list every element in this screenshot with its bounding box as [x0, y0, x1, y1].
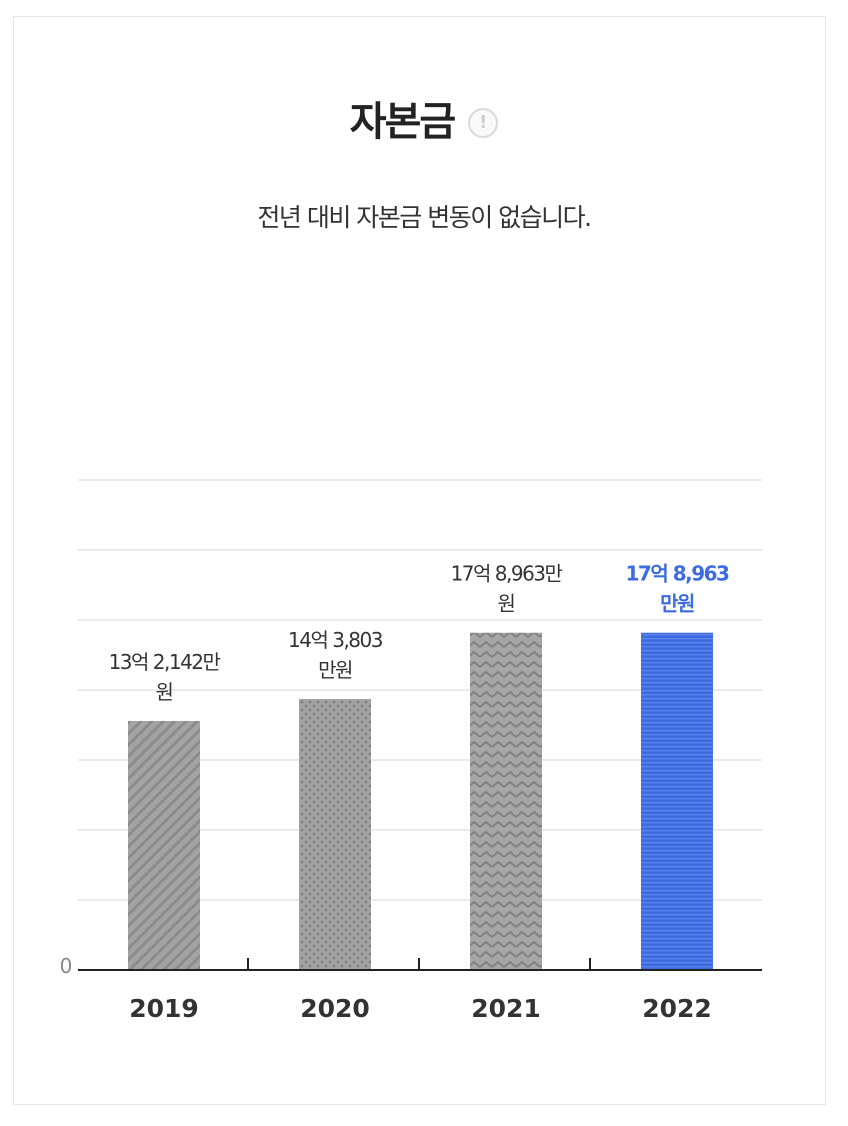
bar-2022[interactable] [641, 632, 713, 970]
x-axis: 0 2019 2020 2021 2022 [60, 954, 762, 1023]
value-label-2019-line1: 13억 2,142만 [109, 650, 221, 674]
bar-2021[interactable] [470, 632, 542, 970]
value-label-2020-line2: 만원 [318, 658, 352, 682]
value-label-2020-line1: 14억 3,803 [288, 628, 383, 652]
value-label-2021-line1: 17억 8,963만 [451, 562, 563, 586]
x-tick-label-2022: 2022 [642, 994, 712, 1023]
value-label-2022-line2: 만원 [660, 592, 694, 616]
value-label-2019-line2: 원 [156, 680, 173, 704]
x-tick-label-2021: 2021 [471, 994, 541, 1023]
subtitle: 전년 대비 자본금 변동이 없습니다. [257, 203, 592, 232]
bar-2020[interactable] [299, 698, 371, 970]
bar-2019[interactable] [128, 720, 200, 970]
y-zero-label: 0 [60, 954, 73, 978]
value-label-2022-line1: 17억 8,963 [626, 562, 730, 586]
title-row: 자본금 ! [0, 88, 848, 148]
bars [128, 632, 713, 970]
x-tick-label-2019: 2019 [129, 994, 199, 1023]
page-title: 자본금 [349, 99, 456, 145]
info-circle-icon[interactable]: ! [468, 108, 499, 138]
x-tick-label-2020: 2020 [300, 994, 370, 1023]
value-label-2021-line2: 원 [498, 592, 515, 616]
